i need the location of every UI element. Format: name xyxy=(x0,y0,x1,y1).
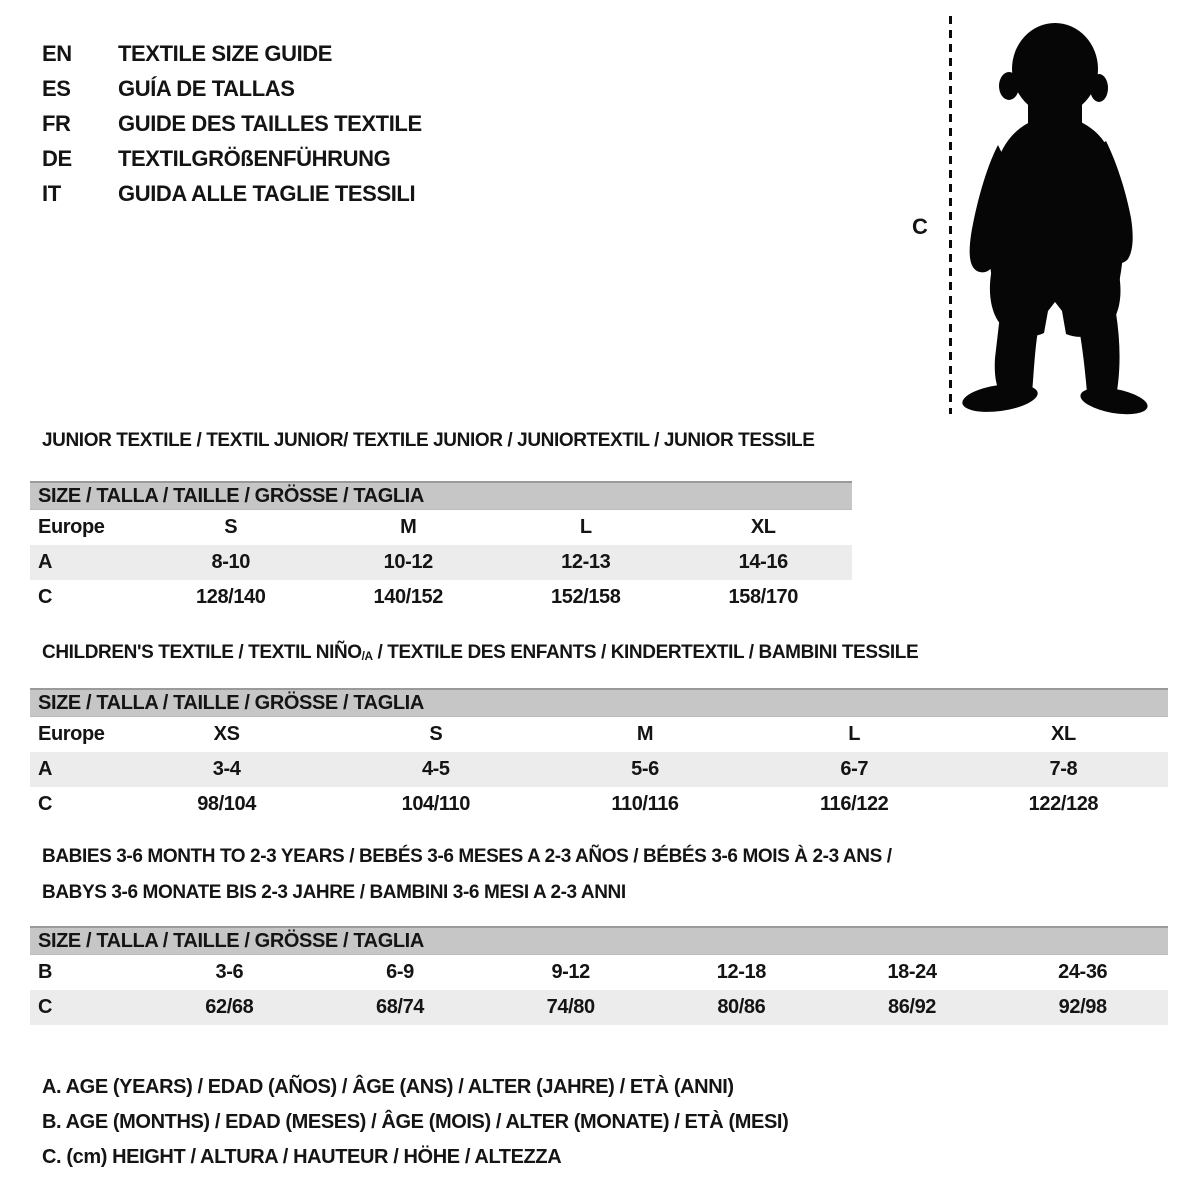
table-row: C 98/104 104/110 110/116 116/122 122/128 xyxy=(30,787,1168,822)
table-cell: 3-6 xyxy=(215,961,244,983)
table-cell: L xyxy=(848,723,861,745)
children-title-after: / TEXTILE DES ENFANTS / KINDERTEXTIL / B… xyxy=(372,642,919,663)
language-row: FR GUIDE DES TAILLES TEXTILE xyxy=(42,106,422,141)
junior-size-table: SIZE / TALLA / TAILLE / GRÖSSE / TAGLIA E… xyxy=(30,481,852,615)
size-table-header: SIZE / TALLA / TAILLE / GRÖSSE / TAGLIA xyxy=(30,688,1168,717)
table-row: Europe XS S M L XL xyxy=(30,717,1168,752)
row-label: B xyxy=(38,961,53,983)
row-label: C xyxy=(38,586,53,608)
children-section-title: CHILDREN'S TEXTILE / TEXTIL NIÑO/A / TEX… xyxy=(42,642,919,664)
table-row: Europe S M L XL xyxy=(30,510,852,545)
size-table-header: SIZE / TALLA / TAILLE / GRÖSSE / TAGLIA xyxy=(30,926,1168,955)
table-cell: 116/122 xyxy=(820,793,889,815)
table-cell: 152/158 xyxy=(551,586,621,608)
language-row: DE TEXTILGRÖßENFÜHRUNG xyxy=(42,141,422,176)
table-cell: 5-6 xyxy=(631,758,659,780)
table-cell: 92/98 xyxy=(1058,996,1107,1018)
height-measure-dashed-line xyxy=(949,16,952,414)
language-title: GUIDA ALLE TAGLIE TESSILI xyxy=(118,180,416,206)
row-label: C xyxy=(38,793,53,815)
table-cell: 74/80 xyxy=(546,996,595,1018)
table-cell: 18-24 xyxy=(887,961,937,983)
legend-line: B. AGE (MONTHS) / EDAD (MESES) / ÂGE (MO… xyxy=(42,1111,789,1133)
language-code: EN xyxy=(42,40,72,66)
table-cell: 6-7 xyxy=(840,758,869,780)
children-title-before: CHILDREN'S TEXTILE / TEXTIL NIÑO xyxy=(42,642,362,663)
babies-size-table: SIZE / TALLA / TAILLE / GRÖSSE / TAGLIA B… xyxy=(30,926,1168,1025)
legend-line: C. (cm) HEIGHT / ALTURA / HAUTEUR / HÖHE… xyxy=(42,1146,562,1168)
language-code: IT xyxy=(42,180,61,206)
table-cell: XL xyxy=(750,516,776,538)
table-row: A 8-10 10-12 12-13 14-16 xyxy=(30,545,852,580)
table-cell: 140/152 xyxy=(373,586,444,608)
toddler-silhouette xyxy=(962,23,1148,415)
table-cell: 122/128 xyxy=(1028,793,1099,815)
table-cell: XS xyxy=(213,723,240,745)
size-table-header: SIZE / TALLA / TAILLE / GRÖSSE / TAGLIA xyxy=(30,481,852,510)
table-cell: XL xyxy=(1051,723,1076,745)
language-title: GUÍA DE TALLAS xyxy=(118,75,295,101)
row-label: A xyxy=(38,551,53,573)
table-row: B 3-6 6-9 9-12 12-18 18-24 24-36 xyxy=(30,955,1168,990)
junior-section-title: JUNIOR TEXTILE / TEXTIL JUNIOR/ TEXTILE … xyxy=(42,430,815,451)
height-measure-label: C xyxy=(912,214,928,239)
children-size-table: SIZE / TALLA / TAILLE / GRÖSSE / TAGLIA E… xyxy=(30,688,1168,822)
row-label: A xyxy=(38,758,53,780)
table-cell: 6-9 xyxy=(386,961,414,983)
table-row: C 62/68 68/74 74/80 80/86 86/92 92/98 xyxy=(30,990,1168,1025)
table-cell: 10-12 xyxy=(383,551,434,573)
table-cell: 24-36 xyxy=(1058,961,1108,983)
measurement-legend: A. AGE (YEARS) / EDAD (AÑOS) / ÂGE (ANS)… xyxy=(42,1070,789,1175)
language-code: DE xyxy=(42,145,72,171)
table-cell: M xyxy=(400,516,417,538)
table-cell: 98/104 xyxy=(197,793,256,815)
table-cell: 104/110 xyxy=(401,793,471,815)
table-row: A 3-4 4-5 5-6 6-7 7-8 xyxy=(30,752,1168,787)
table-cell: 68/74 xyxy=(375,996,425,1018)
table-cell: 128/140 xyxy=(196,586,266,608)
row-label: C xyxy=(38,996,53,1018)
language-code: ES xyxy=(42,75,71,101)
table-cell: S xyxy=(429,723,443,745)
table-cell: M xyxy=(636,723,654,745)
table-cell: 12-18 xyxy=(716,961,767,983)
table-cell: 14-16 xyxy=(738,551,789,573)
table-row: C 128/140 140/152 152/158 158/170 xyxy=(30,580,852,615)
table-cell: 7-8 xyxy=(1049,758,1078,780)
children-title-subscript: /A xyxy=(361,650,373,664)
table-cell: S xyxy=(224,516,238,538)
table-cell: 9-12 xyxy=(551,961,590,983)
table-cell: L xyxy=(579,516,592,538)
babies-section-title-line2: BABYS 3-6 MONATE BIS 2-3 JAHRE / BAMBINI… xyxy=(42,882,626,903)
table-cell: 4-5 xyxy=(421,758,450,780)
table-cell: 86/92 xyxy=(887,996,937,1018)
table-cell: 62/68 xyxy=(205,996,254,1018)
language-code: FR xyxy=(42,110,71,136)
language-title: GUIDE DES TAILLES TEXTILE xyxy=(118,110,422,136)
table-cell: 110/116 xyxy=(611,793,679,815)
language-row: ES GUÍA DE TALLAS xyxy=(42,71,422,106)
language-row: IT GUIDA ALLE TAGLIE TESSILI xyxy=(42,176,422,211)
language-title: TEXTILGRÖßENFÜHRUNG xyxy=(118,145,391,171)
language-row: EN TEXTILE SIZE GUIDE xyxy=(42,36,422,71)
legend-line: A. AGE (YEARS) / EDAD (AÑOS) / ÂGE (ANS)… xyxy=(42,1076,734,1098)
language-title-list: EN TEXTILE SIZE GUIDE ES GUÍA DE TALLAS FR GU… xyxy=(42,36,422,211)
table-cell: 3-4 xyxy=(212,758,241,780)
row-label: Europe xyxy=(38,723,105,745)
language-title: TEXTILE SIZE GUIDE xyxy=(118,40,333,66)
row-label: Europe xyxy=(38,516,105,538)
babies-section-title-line1: BABIES 3-6 MONTH TO 2-3 YEARS / BEBÉS 3-… xyxy=(42,846,892,867)
table-cell: 158/170 xyxy=(728,586,799,608)
table-cell: 8-10 xyxy=(211,551,251,573)
table-cell: 12-13 xyxy=(561,551,611,573)
table-cell: 80/86 xyxy=(717,996,766,1018)
